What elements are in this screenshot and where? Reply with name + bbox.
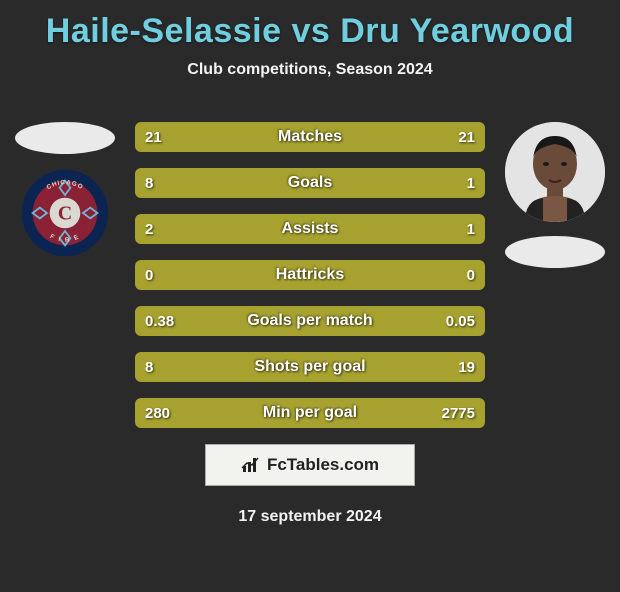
- stat-label: Goals: [135, 168, 485, 198]
- stat-label: Min per goal: [135, 398, 485, 428]
- stat-label: Goals per match: [135, 306, 485, 336]
- stat-row: 2121Matches: [135, 122, 485, 152]
- stat-row: 81Goals: [135, 168, 485, 198]
- brand-icon: [241, 456, 261, 474]
- date-label: 17 september 2024: [0, 508, 620, 526]
- brand-text: FcTables.com: [267, 455, 379, 475]
- stat-label: Matches: [135, 122, 485, 152]
- stat-row: 819Shots per goal: [135, 352, 485, 382]
- stat-row: 2802775Min per goal: [135, 398, 485, 428]
- subtitle: Club competitions, Season 2024: [0, 61, 620, 79]
- brand-badge[interactable]: FcTables.com: [205, 444, 415, 486]
- stat-label: Hattricks: [135, 260, 485, 290]
- stat-row: 00Hattricks: [135, 260, 485, 290]
- stats-content: 2121Matches 81Goals 21Assists 00Hattricks 0.…: [0, 122, 620, 526]
- stat-row: 21Assists: [135, 214, 485, 244]
- page-title: Haile-Selassie vs Dru Yearwood: [0, 12, 620, 51]
- stat-label: Shots per goal: [135, 352, 485, 382]
- stat-label: Assists: [135, 214, 485, 244]
- stat-bars: 2121Matches 81Goals 21Assists 00Hattricks 0.…: [135, 122, 485, 428]
- stat-row: 0.380.05Goals per match: [135, 306, 485, 336]
